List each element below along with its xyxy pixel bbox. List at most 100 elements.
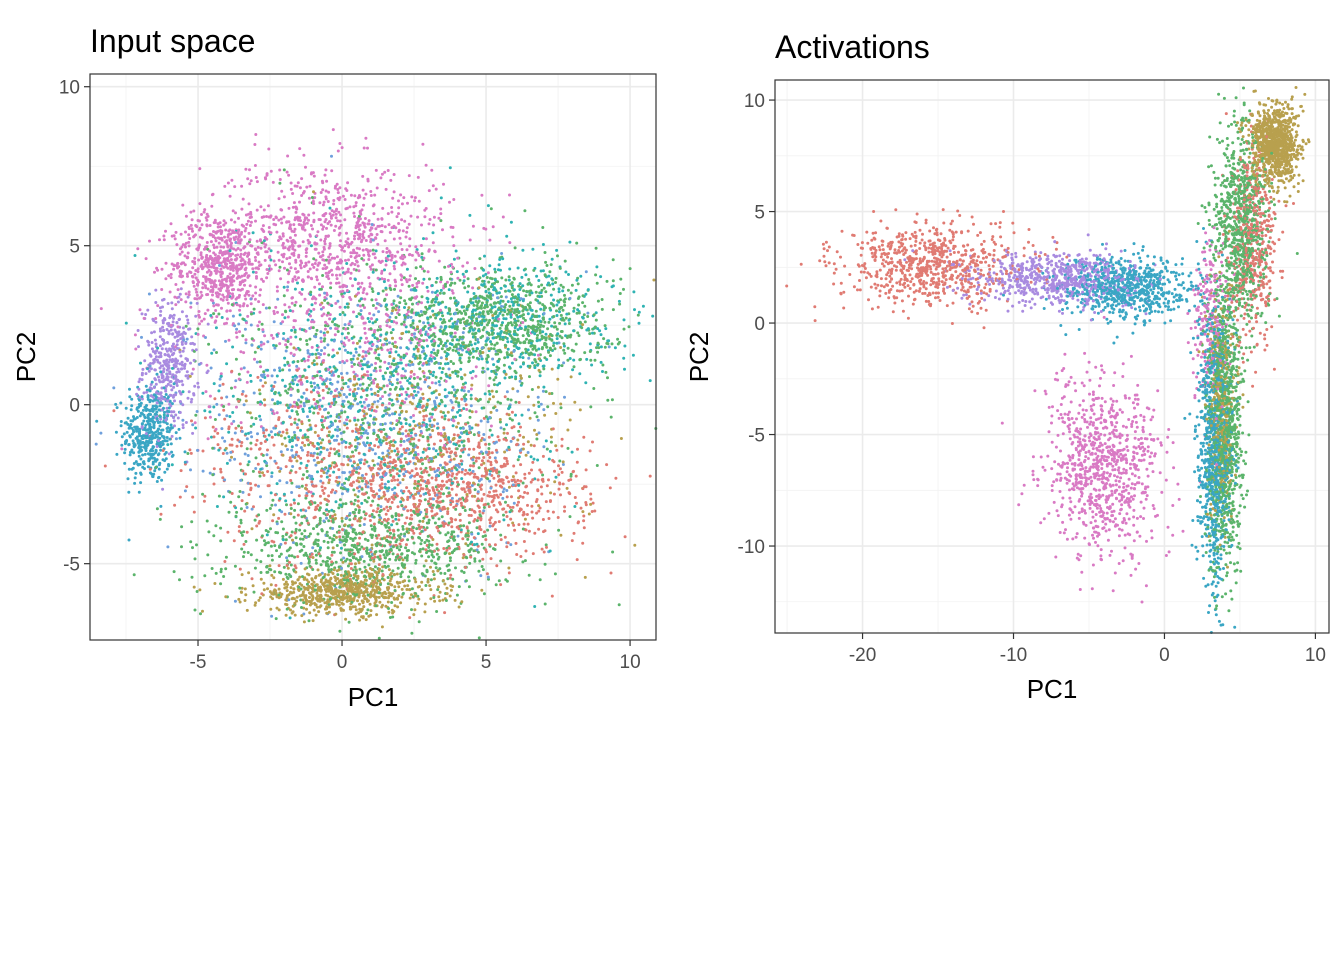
data-point (430, 284, 434, 287)
data-point (175, 343, 179, 347)
data-point (340, 372, 343, 375)
data-point (304, 483, 308, 487)
data-point (212, 312, 216, 316)
data-point (300, 395, 304, 399)
data-point (233, 220, 237, 224)
data-point (427, 248, 431, 252)
data-point (538, 301, 542, 305)
data-point (441, 314, 445, 318)
data-point (212, 348, 216, 352)
data-point (245, 321, 248, 325)
data-point (493, 301, 497, 305)
data-point (306, 415, 309, 419)
data-point (285, 589, 289, 593)
data-point (152, 330, 156, 334)
data-point (158, 344, 162, 348)
data-point (393, 486, 397, 490)
data-point (375, 536, 379, 540)
data-point (257, 260, 261, 264)
data-point (211, 293, 214, 297)
data-point (419, 244, 423, 247)
data-point (299, 461, 303, 465)
data-point (211, 446, 215, 450)
data-point (519, 352, 523, 356)
data-point (456, 388, 459, 392)
data-point (189, 301, 193, 305)
data-point (513, 357, 517, 361)
data-point (443, 404, 447, 408)
data-point (317, 282, 321, 286)
data-point (143, 415, 147, 419)
data-point (213, 418, 217, 421)
data-point (375, 613, 379, 617)
data-point (283, 541, 287, 545)
data-point (425, 484, 428, 488)
data-point (349, 277, 352, 280)
data-point (505, 390, 509, 394)
data-point (510, 293, 514, 297)
data-point (186, 376, 190, 380)
data-point (401, 229, 405, 233)
data-point (367, 222, 371, 226)
data-point (409, 315, 413, 319)
data-point (203, 574, 207, 578)
data-point (575, 311, 579, 315)
data-point (302, 612, 306, 616)
data-point (395, 215, 399, 219)
data-point (461, 348, 465, 352)
data-point (170, 463, 174, 467)
data-point (563, 509, 566, 513)
data-point (161, 449, 165, 452)
data-point (382, 591, 386, 595)
data-point (338, 313, 342, 316)
data-point (137, 454, 141, 458)
data-point (424, 305, 428, 309)
data-point (266, 541, 270, 545)
data-point (388, 325, 392, 329)
data-point (409, 214, 413, 218)
data-point (357, 377, 361, 381)
data-point (405, 486, 409, 490)
data-point (609, 571, 613, 575)
data-point (145, 390, 149, 394)
data-point (372, 432, 376, 436)
data-point (486, 271, 490, 275)
data-point (112, 386, 116, 390)
data-point (493, 305, 497, 309)
data-point (600, 307, 604, 311)
data-point (340, 332, 344, 336)
data-point (518, 379, 522, 383)
data-point (473, 488, 477, 492)
data-point (278, 168, 282, 172)
data-point (542, 312, 546, 315)
data-point (557, 487, 561, 491)
data-point (318, 407, 322, 411)
data-point (466, 290, 470, 294)
data-point (420, 554, 424, 558)
data-point (481, 328, 485, 332)
data-point (299, 378, 303, 382)
data-point (528, 339, 531, 343)
data-point (534, 309, 538, 313)
data-point (289, 512, 293, 516)
data-point (289, 479, 293, 482)
data-point (505, 476, 509, 480)
data-point (594, 318, 598, 322)
data-point (240, 287, 244, 291)
data-point (337, 506, 341, 510)
data-point (99, 307, 103, 311)
data-point (414, 558, 418, 562)
data-point (167, 452, 171, 456)
data-point (266, 272, 270, 275)
data-point (254, 219, 257, 223)
data-point (484, 502, 488, 506)
data-point (190, 372, 194, 376)
data-point (293, 303, 297, 307)
data-point (405, 516, 409, 520)
data-point (590, 363, 594, 367)
data-point (536, 478, 540, 482)
data-point (385, 442, 389, 445)
data-point (248, 224, 252, 227)
data-point (403, 255, 407, 259)
